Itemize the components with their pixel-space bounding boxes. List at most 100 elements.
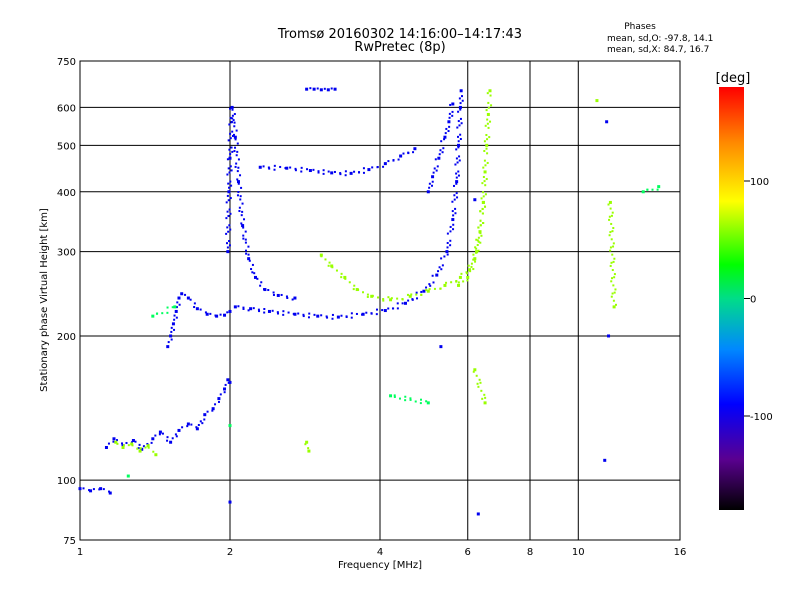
data-point-O-1-0 <box>104 445 108 449</box>
data-point-O-3-8 <box>253 275 257 279</box>
echo-dot <box>611 253 614 256</box>
echo-dot <box>331 266 334 269</box>
colorbar-tick-label: 100 <box>750 177 769 188</box>
data-point-O-4-5 <box>336 315 340 319</box>
echo-dot <box>440 268 443 271</box>
data-point-O-2-3 <box>174 309 178 313</box>
echo-dot <box>166 306 169 309</box>
echo-dot <box>390 297 393 300</box>
echo-dot <box>366 295 369 298</box>
echo-dot <box>480 389 483 392</box>
data-point-X-0-0 <box>114 440 118 444</box>
echo-dot <box>454 207 457 210</box>
echo-dot <box>142 445 145 448</box>
echo-dot <box>362 291 365 294</box>
echo-dot <box>273 168 276 171</box>
echo-dot <box>146 442 149 445</box>
echo-dot <box>483 180 486 183</box>
data-point-other-0-0 <box>126 474 130 478</box>
echo-dot <box>158 433 161 436</box>
echo-dot <box>612 299 615 302</box>
echo-dot <box>366 293 369 296</box>
echo-dot <box>291 298 294 301</box>
echo-dot <box>224 383 227 386</box>
echo-dot <box>441 151 444 154</box>
echo-dot <box>190 423 193 426</box>
echo-dot <box>656 188 659 191</box>
echo-dot <box>479 219 482 222</box>
echo-dot <box>229 197 232 200</box>
echo-dot <box>453 184 456 187</box>
data-point-O-7-1 <box>431 175 435 179</box>
echo-dot <box>611 292 614 295</box>
echo-dot <box>237 191 240 194</box>
echo-dot <box>437 270 440 273</box>
echo-dot <box>484 205 487 208</box>
echo-dot <box>612 242 615 245</box>
echo-dot <box>226 173 229 176</box>
echo-dot <box>371 166 374 169</box>
echo-dot <box>433 287 436 290</box>
echo-dot <box>609 246 612 249</box>
echo-dot <box>137 447 140 450</box>
echo-dot <box>432 171 435 174</box>
echo-dot <box>445 281 448 284</box>
echo-dot <box>323 87 326 90</box>
data-point-X-1-11 <box>475 250 479 254</box>
data-point-O-4-11 <box>445 250 449 254</box>
echo-dot <box>320 255 323 258</box>
echo-dot <box>256 277 259 280</box>
echo-dot <box>489 94 492 97</box>
echo-dot <box>230 184 233 187</box>
echo-dot <box>609 249 612 252</box>
data-point-X-2-1 <box>466 275 470 279</box>
echo-dot <box>226 158 229 161</box>
echo-dot <box>156 312 159 315</box>
echo-dot <box>235 129 238 132</box>
echo-dot <box>393 395 396 398</box>
echo-dot <box>487 106 490 109</box>
data-point-O-8-5 <box>439 345 443 349</box>
data-point-O-6-4 <box>333 87 337 91</box>
data-point-X-2-3 <box>478 230 482 234</box>
echo-dot <box>102 488 105 491</box>
data-point-X-2-4 <box>481 200 485 204</box>
echo-dot <box>610 222 613 225</box>
echo-dot <box>466 279 469 282</box>
echo-dot <box>481 397 484 400</box>
echo-dot <box>92 488 95 491</box>
echo-dot <box>234 138 237 141</box>
echo-dot <box>211 409 214 412</box>
echo-dot <box>651 188 654 191</box>
echo-dot <box>112 440 115 443</box>
echo-dot <box>154 434 157 437</box>
data-point-O-5-1 <box>285 166 289 170</box>
data-point-O-2-11 <box>228 309 232 313</box>
echo-dot <box>449 103 452 106</box>
echo-dot <box>452 223 455 226</box>
echo-dot <box>228 171 231 174</box>
echo-dot <box>302 313 305 316</box>
data-point-other-0-3 <box>228 424 232 428</box>
echo-dot <box>484 124 487 127</box>
echo-dot <box>240 222 243 225</box>
echo-dot <box>260 281 263 284</box>
echo-dot <box>228 224 231 227</box>
echo-dot <box>229 180 232 183</box>
echo-dot <box>431 274 434 277</box>
echo-dot <box>482 195 485 198</box>
data-point-O-4-12 <box>451 218 455 222</box>
data-point-O-7-0 <box>426 190 430 194</box>
data-point-O-4-6 <box>361 312 365 316</box>
echo-dot <box>174 433 177 436</box>
echo-dot <box>236 194 239 197</box>
echo-dot <box>401 298 404 301</box>
echo-dot <box>228 148 231 151</box>
data-point-O-0-2 <box>99 487 103 491</box>
echo-dot <box>139 447 142 450</box>
echo-dot <box>121 442 124 445</box>
echo-dot <box>485 178 488 181</box>
echo-dot <box>474 246 477 249</box>
echo-dot <box>302 315 305 318</box>
echo-dot <box>411 298 414 301</box>
